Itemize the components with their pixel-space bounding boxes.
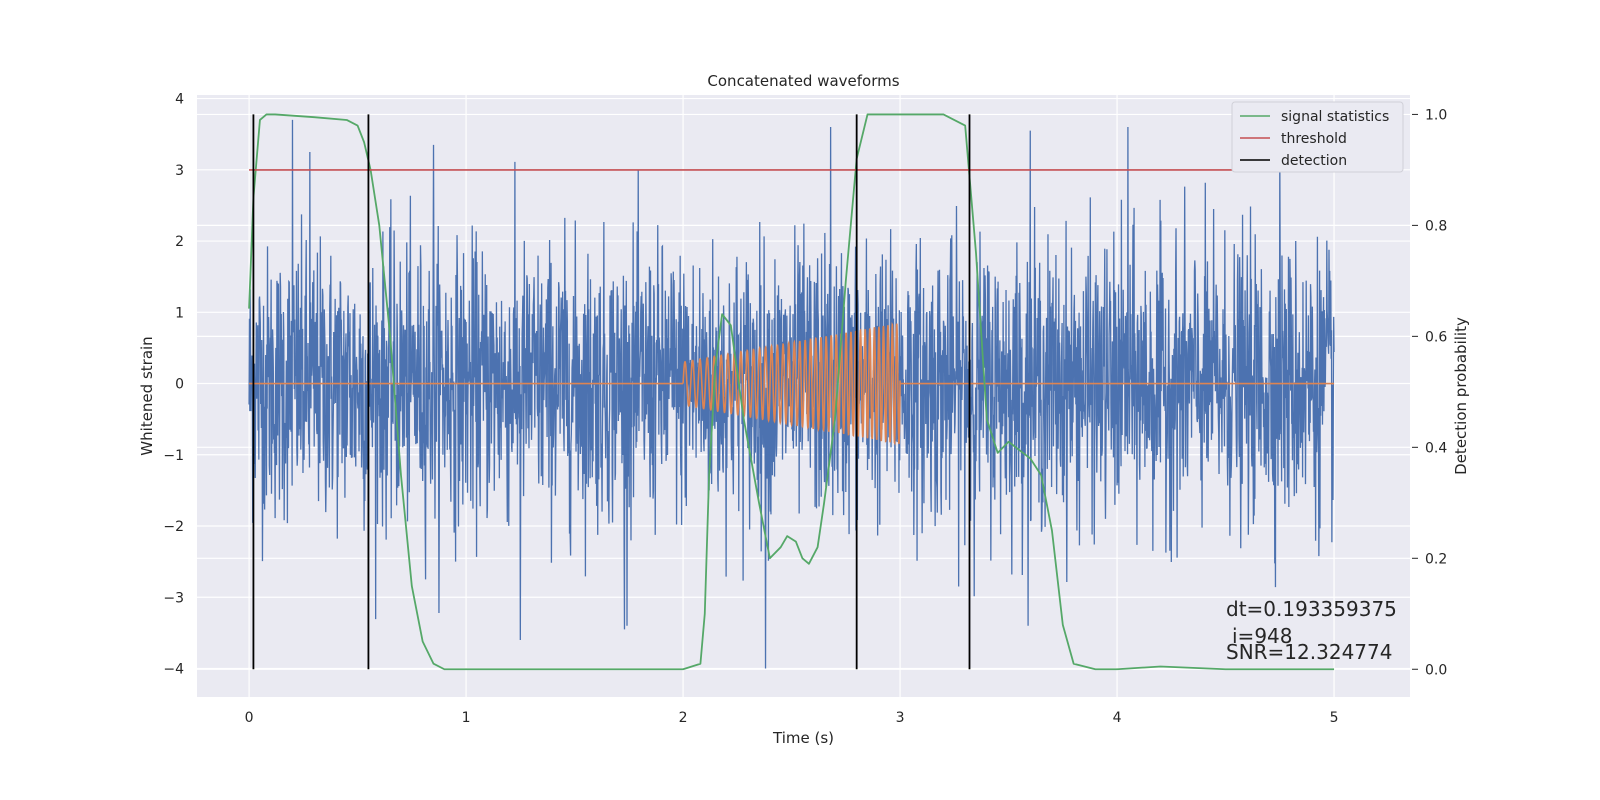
x-tick-label: 0 [245, 710, 254, 726]
chart-title: Concatenated waveforms [707, 72, 899, 90]
signal-statistics-series [248, 113, 1335, 671]
injection-series [249, 322, 1335, 446]
noise-line [248, 119, 1335, 669]
injection-chirp [682, 322, 901, 446]
legend-label-detection: detection [1281, 153, 1347, 169]
y-tick-label: −2 [163, 519, 184, 535]
legend: signal statistics threshold detection [1231, 101, 1404, 173]
y2-tick-label: 0.8 [1425, 218, 1447, 234]
y-tick-label: 1 [175, 305, 184, 321]
y-tick-label: 0 [175, 377, 184, 393]
tick-labels: 0 1 2 3 4 5 4 3 2 1 0 −1 −2 −3 −4 1.0 0.8 0.6 0.4 0.2 0.0 [163, 92, 1447, 726]
y-tick-label: −1 [163, 448, 184, 464]
legend-box [1231, 101, 1404, 173]
x-tick-label: 5 [1330, 710, 1339, 726]
y-tick-label: −3 [163, 590, 184, 606]
signal-statistics-line [248, 113, 1335, 671]
legend-label-threshold: threshold [1281, 131, 1347, 147]
y2-tick-label: 0.2 [1425, 551, 1447, 567]
y-tick-label: 2 [175, 234, 184, 250]
noise-series [248, 119, 1335, 669]
y2-tick-label: 0.0 [1425, 662, 1447, 678]
y-axis-title: Whitened strain [138, 336, 156, 455]
y2-tick-label: 0.4 [1425, 440, 1447, 456]
legend-label-signal-statistics: signal statistics [1281, 109, 1389, 125]
y-tick-label: −4 [163, 662, 184, 678]
x-tick-label: 1 [462, 710, 471, 726]
annotation-i: i=948 [1232, 624, 1293, 648]
annotation-dt: dt=0.193359375 [1226, 597, 1397, 621]
x-axis-title: Time (s) [772, 729, 834, 747]
y-tick-label: 4 [175, 92, 184, 108]
x-tick-label: 3 [896, 710, 905, 726]
x-tick-label: 4 [1113, 710, 1122, 726]
annotation-snr: SNR=12.324774 [1226, 640, 1392, 664]
y-tick-label: 3 [175, 163, 184, 179]
detection-lines [252, 114, 971, 670]
x-tick-label: 2 [679, 710, 688, 726]
y2-tick-label: 1.0 [1425, 107, 1447, 123]
y2-axis-title: Detection probability [1452, 317, 1470, 475]
y2-tick-label: 0.6 [1425, 329, 1447, 345]
